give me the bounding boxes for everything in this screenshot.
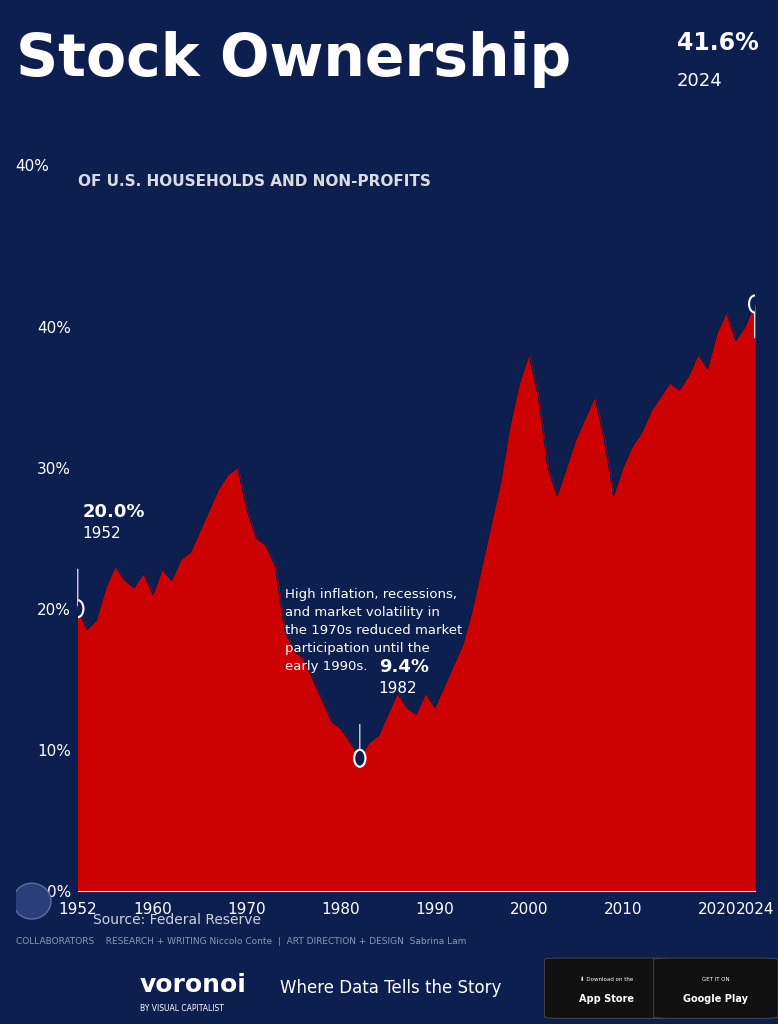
Circle shape — [354, 750, 366, 767]
Text: 1982: 1982 — [379, 681, 417, 696]
Text: BY VISUAL CAPITALIST: BY VISUAL CAPITALIST — [140, 1004, 224, 1013]
Text: App Store: App Store — [580, 994, 634, 1004]
Text: voronoi: voronoi — [140, 973, 247, 996]
Text: Where Data Tells the Story: Where Data Tells the Story — [280, 979, 502, 997]
Text: GET IT ON: GET IT ON — [702, 977, 730, 982]
Text: 40%: 40% — [16, 159, 50, 174]
Text: ⬇ Download on the: ⬇ Download on the — [580, 977, 633, 982]
Text: High inflation, recessions,
and market volatility in
the 1970s reduced market
pa: High inflation, recessions, and market v… — [285, 588, 462, 673]
Circle shape — [13, 883, 51, 920]
Text: Source: Federal Reserve: Source: Federal Reserve — [93, 913, 261, 928]
FancyBboxPatch shape — [654, 958, 778, 1018]
Text: 2024: 2024 — [677, 72, 723, 90]
Text: Google Play: Google Play — [683, 994, 748, 1004]
Text: Stock Ownership: Stock Ownership — [16, 31, 571, 88]
Circle shape — [72, 600, 83, 617]
FancyBboxPatch shape — [545, 958, 669, 1018]
Text: COLLABORATORS    RESEARCH + WRITING Niccolo Conte  |  ART DIRECTION + DESIGN  Sa: COLLABORATORS RESEARCH + WRITING Niccolo… — [16, 937, 466, 946]
Text: 41.6%: 41.6% — [677, 31, 759, 54]
Text: 9.4%: 9.4% — [379, 658, 429, 676]
Text: 1952: 1952 — [82, 526, 121, 541]
Text: 20.0%: 20.0% — [82, 503, 145, 521]
Text: OF U.S. HOUSEHOLDS AND NON-PROFITS: OF U.S. HOUSEHOLDS AND NON-PROFITS — [78, 174, 431, 189]
Circle shape — [749, 296, 760, 312]
